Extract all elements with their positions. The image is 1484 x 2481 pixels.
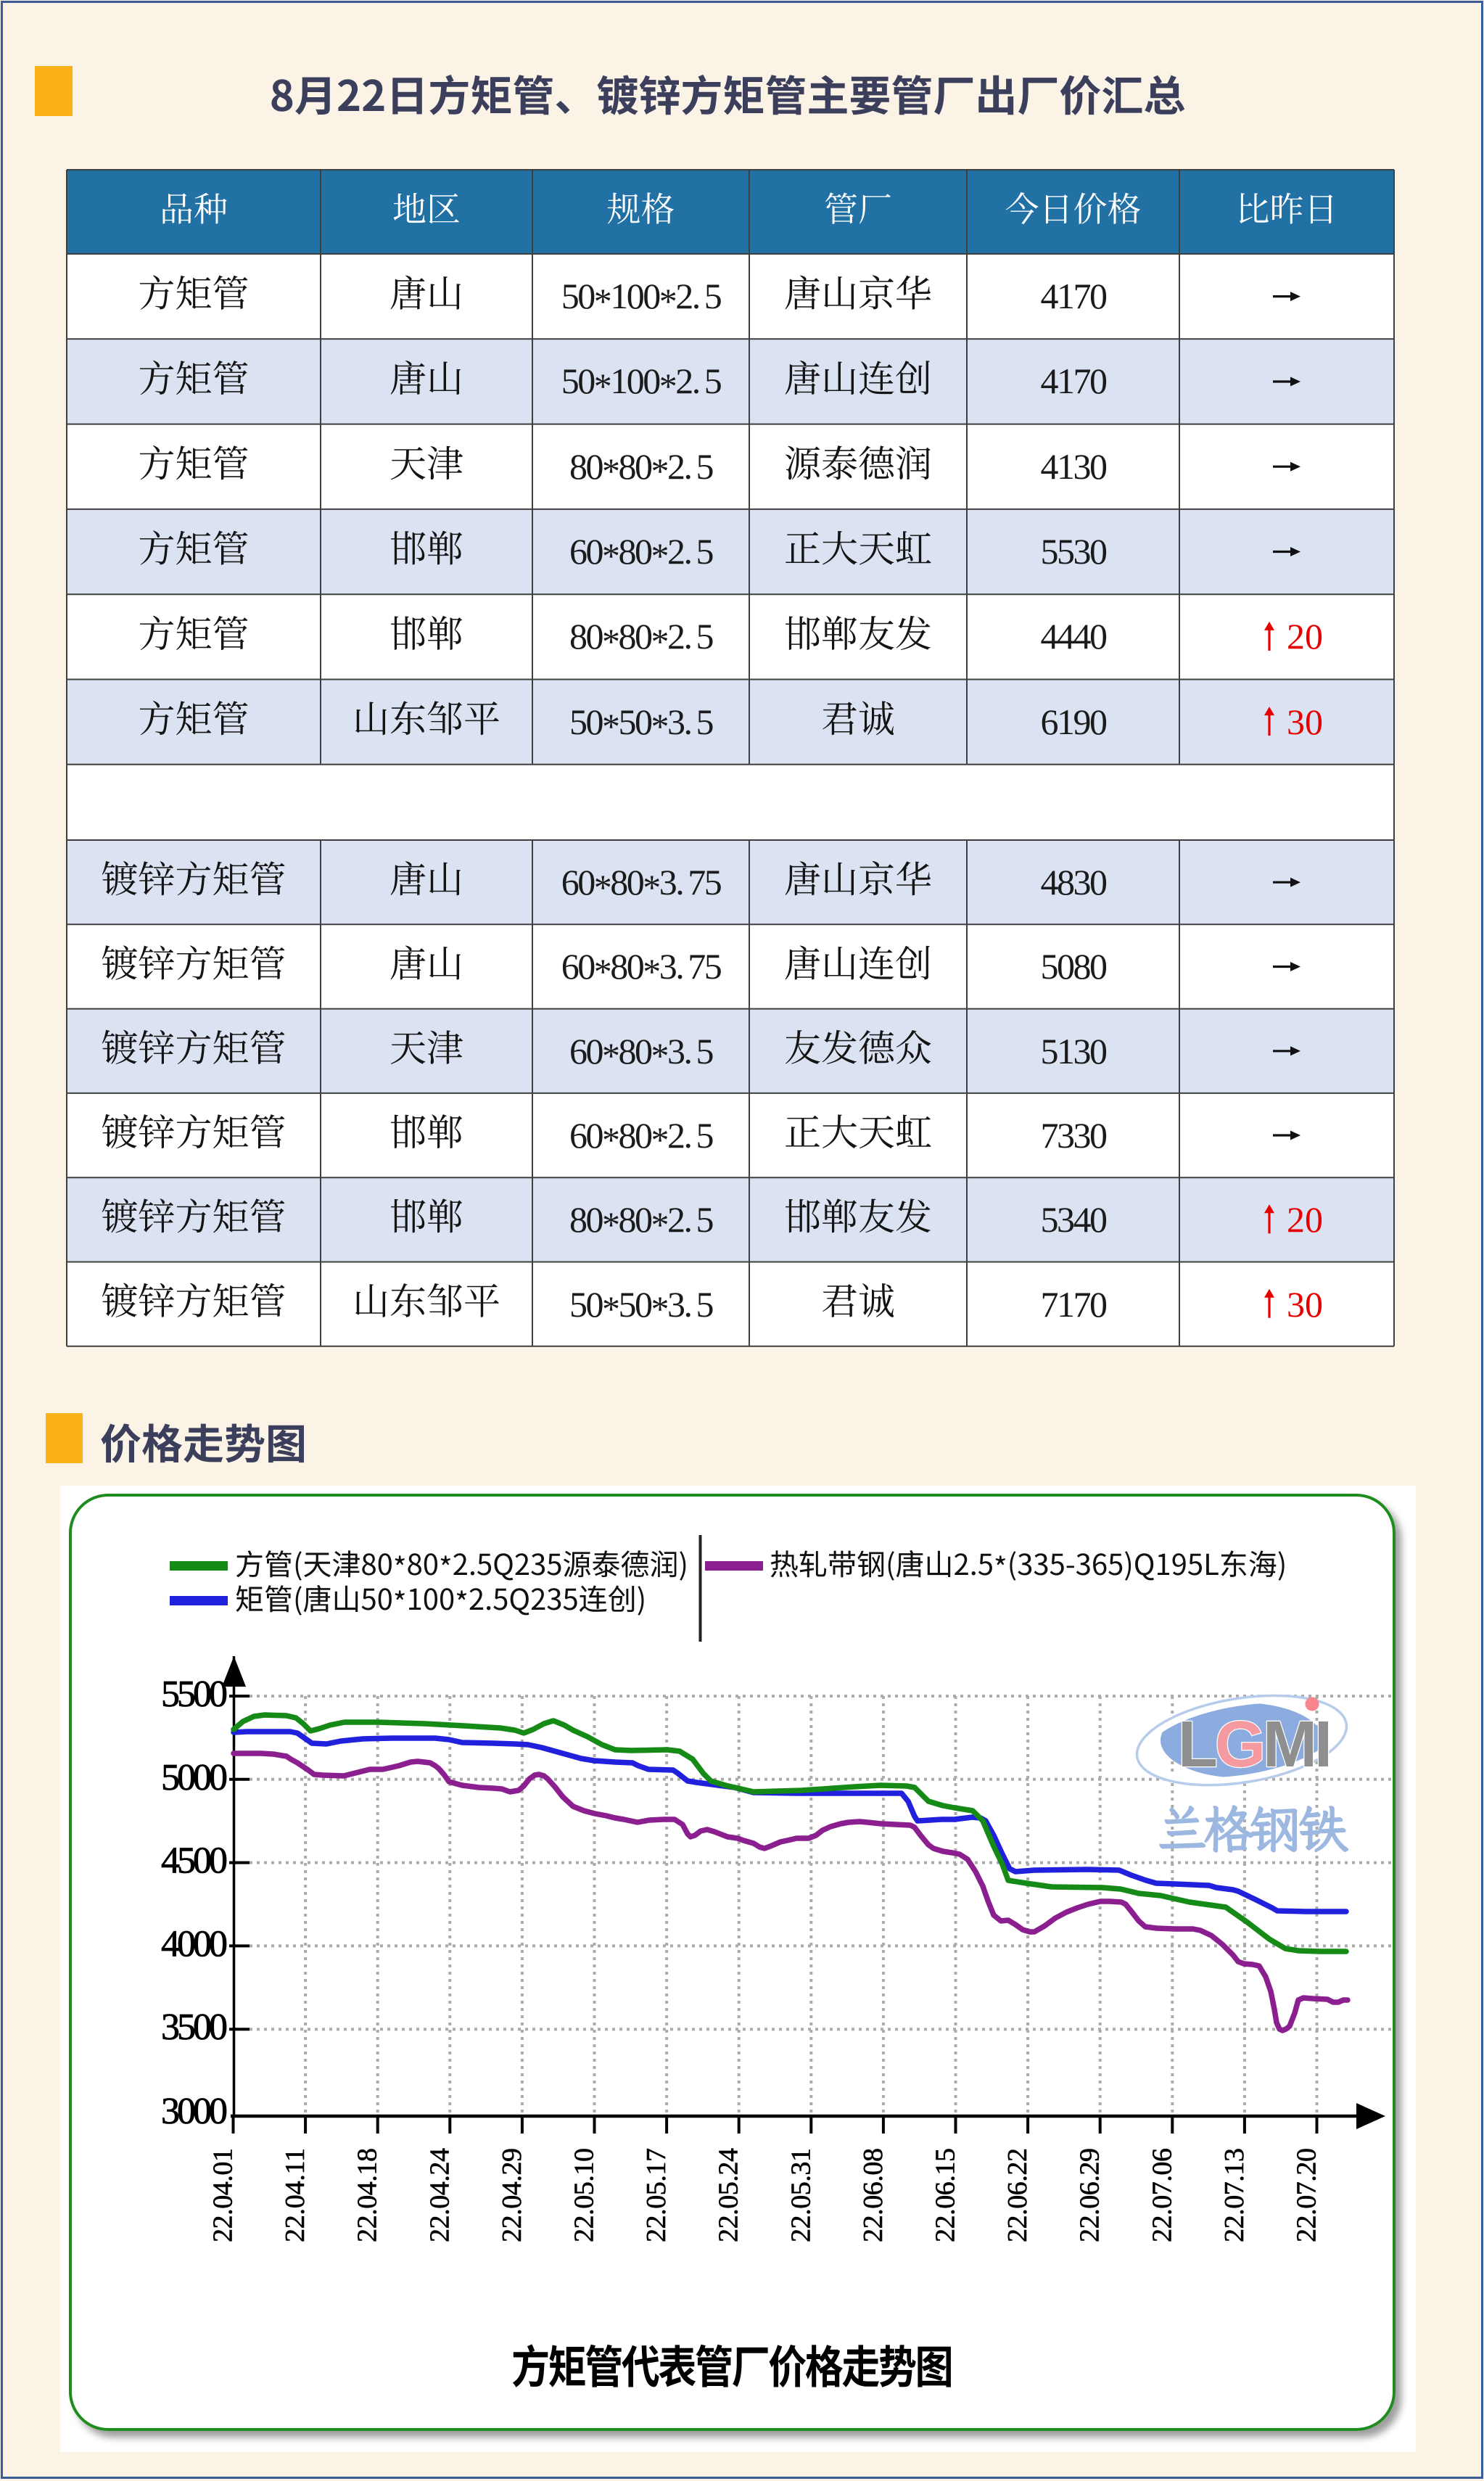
svg-text:22.04.01: 22.04.01 xyxy=(208,2148,239,2242)
svg-text:22.06.22: 22.06.22 xyxy=(1002,2148,1033,2242)
svg-text:22.05.31: 22.05.31 xyxy=(786,2148,816,2242)
svg-text:3500: 3500 xyxy=(161,2007,228,2048)
svg-text:5500: 5500 xyxy=(161,1674,228,1715)
svg-text:22.05.17: 22.05.17 xyxy=(641,2148,672,2242)
svg-text:4000: 4000 xyxy=(161,1923,228,1964)
svg-text:22.06.08: 22.06.08 xyxy=(858,2148,889,2242)
svg-text:LGMI: LGMI xyxy=(1178,1708,1330,1781)
svg-text:22.04.11: 22.04.11 xyxy=(280,2148,310,2242)
svg-text:22.07.20: 22.07.20 xyxy=(1292,2148,1322,2242)
svg-text:5000: 5000 xyxy=(161,1757,228,1798)
svg-text:22.06.15: 22.06.15 xyxy=(931,2148,961,2242)
svg-text:3000: 3000 xyxy=(161,2091,228,2132)
svg-text:22.04.18: 22.04.18 xyxy=(353,2148,383,2242)
svg-text:22.04.29: 22.04.29 xyxy=(497,2148,527,2242)
svg-text:22.05.10: 22.05.10 xyxy=(569,2148,600,2242)
svg-text:22.07.06: 22.07.06 xyxy=(1147,2148,1177,2242)
svg-text:22.06.29: 22.06.29 xyxy=(1075,2148,1105,2242)
svg-text:4500: 4500 xyxy=(161,1840,228,1882)
svg-text:22.07.13: 22.07.13 xyxy=(1219,2148,1250,2242)
svg-text:22.04.24: 22.04.24 xyxy=(424,2148,455,2242)
svg-text:22.05.24: 22.05.24 xyxy=(714,2148,744,2242)
